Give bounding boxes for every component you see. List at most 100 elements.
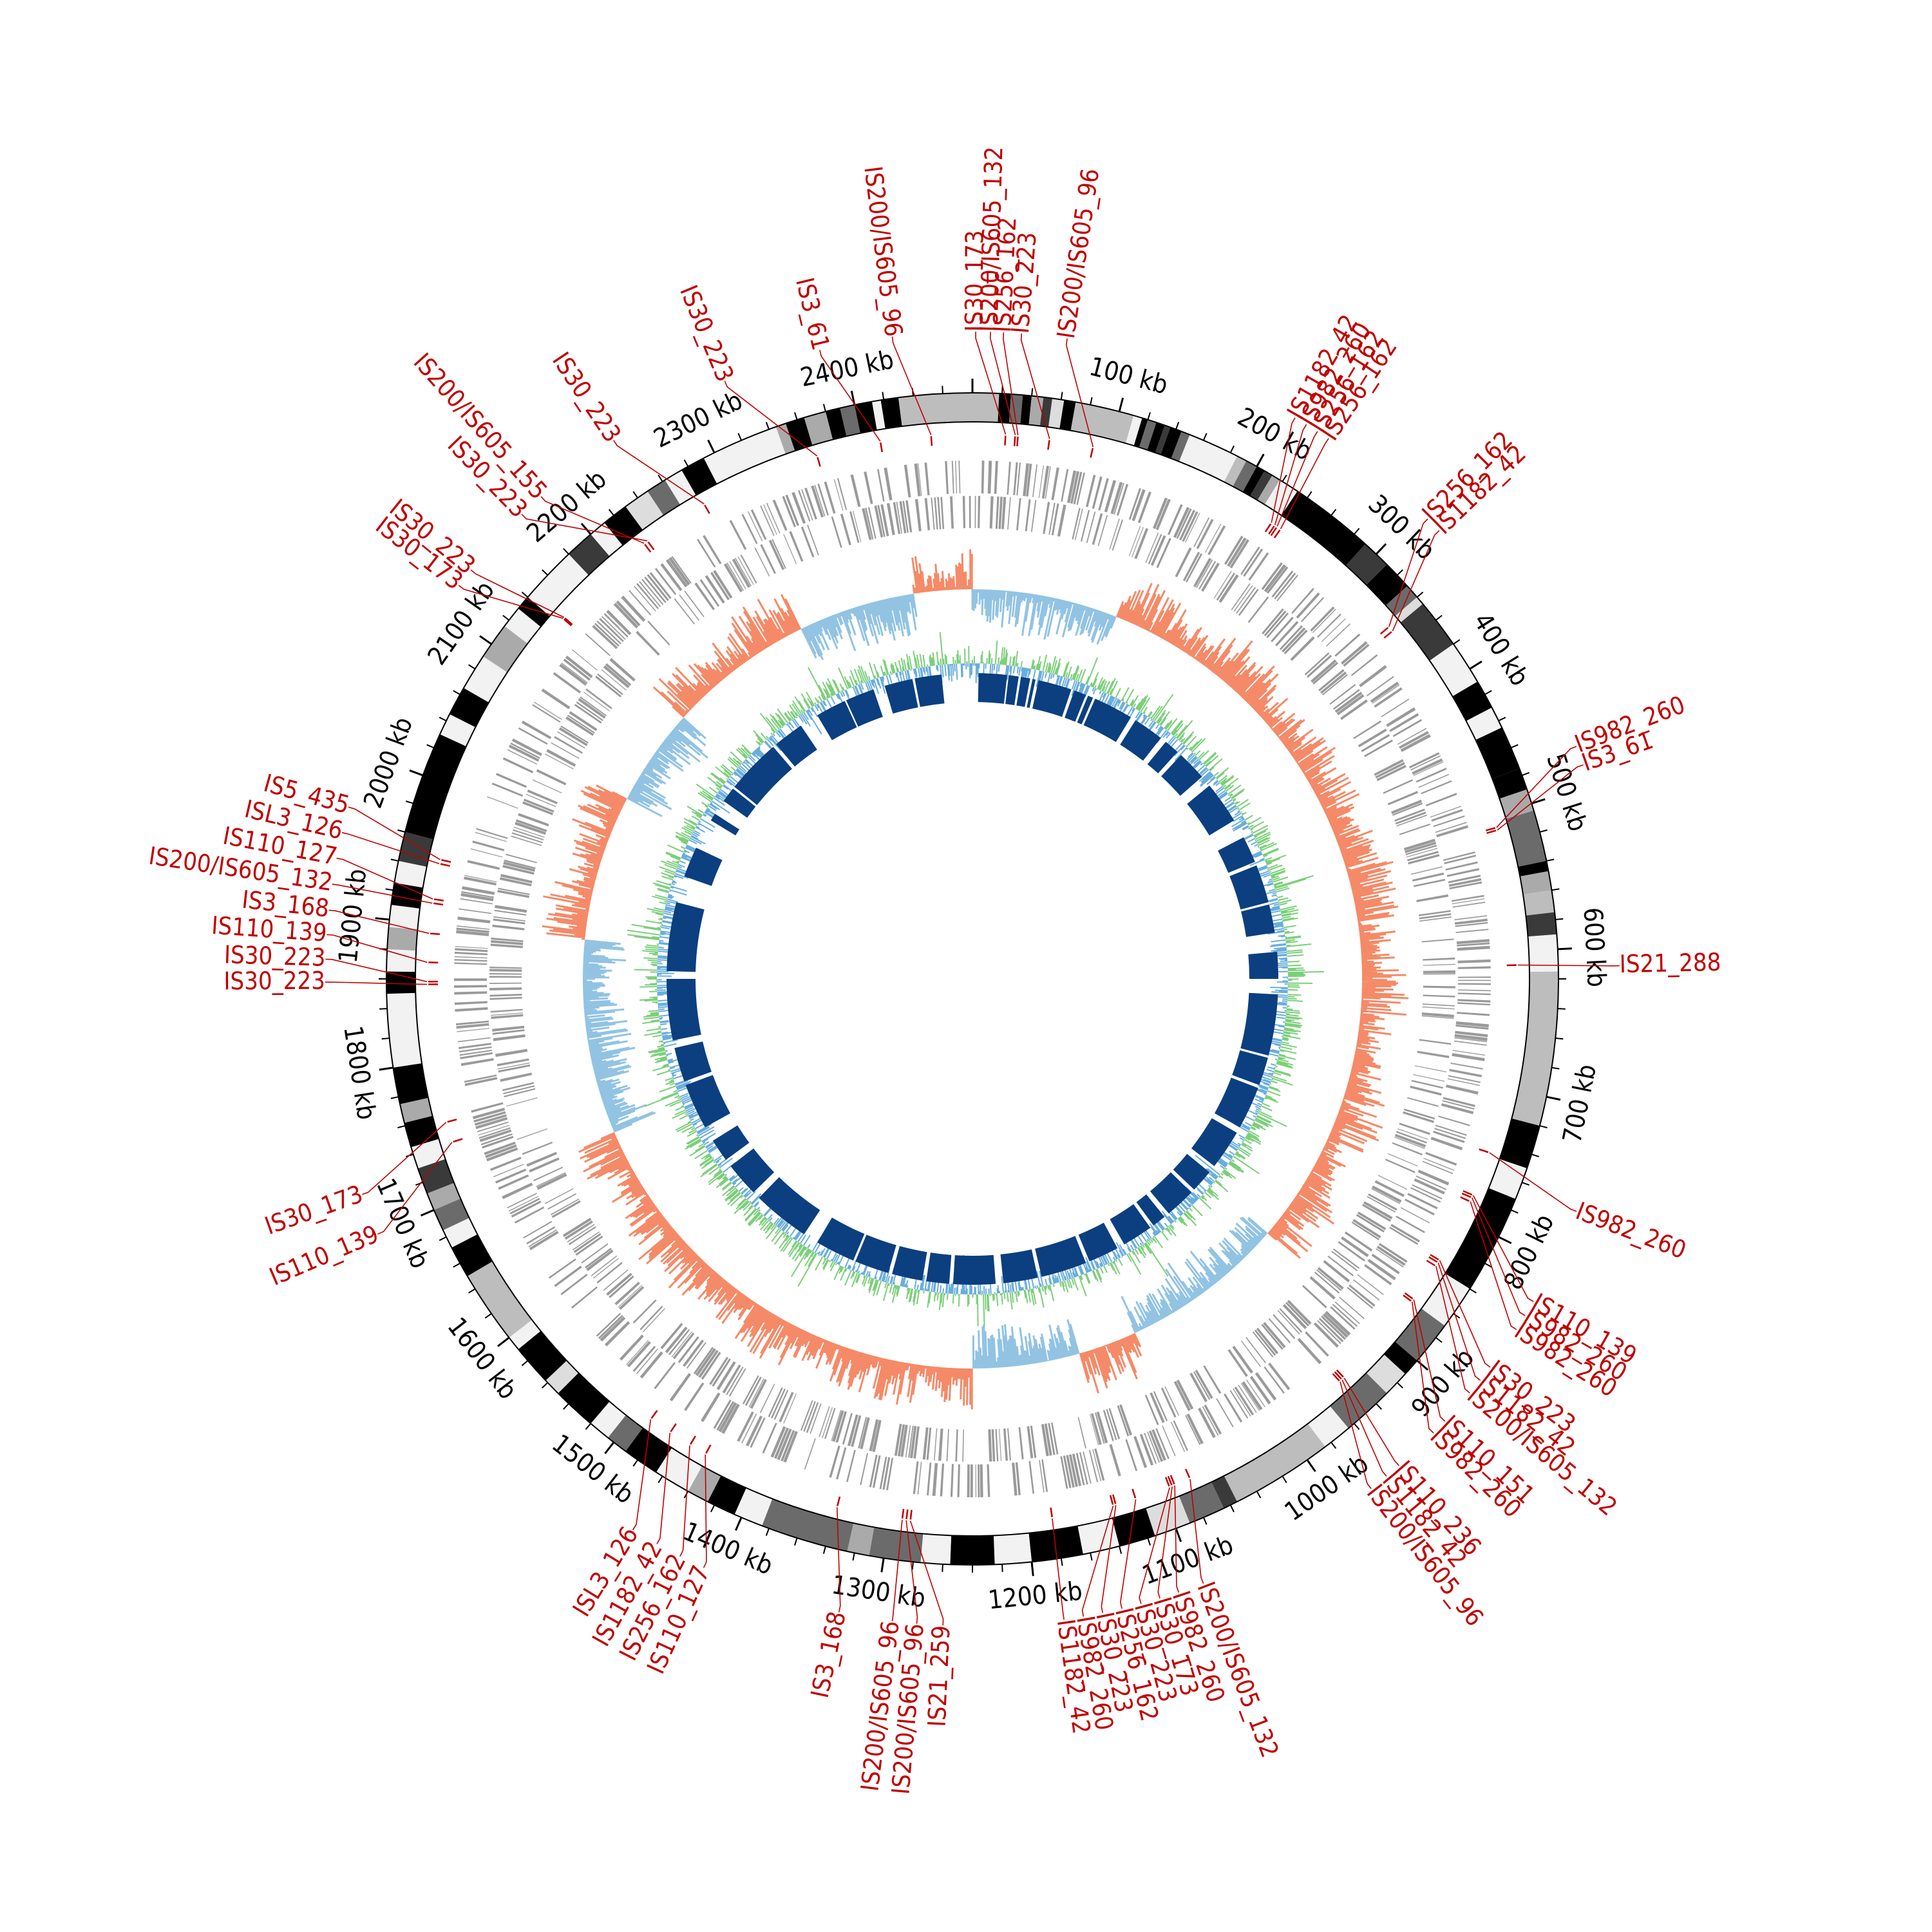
gene-feature — [455, 946, 488, 949]
is-callout-line — [1343, 1378, 1399, 1466]
is-callout-line — [1340, 1381, 1372, 1490]
gene-feature — [639, 581, 661, 607]
gene-feature — [1083, 1451, 1092, 1484]
gene-feature — [1013, 462, 1018, 495]
gene-feature — [804, 1438, 816, 1470]
karyotype-band — [950, 1535, 995, 1565]
gene-feature — [1421, 1012, 1454, 1018]
gene-feature — [1457, 989, 1491, 992]
gene-feature — [1025, 499, 1031, 532]
is-callout-line — [1341, 1379, 1387, 1477]
karyotype-band — [1242, 466, 1265, 497]
gene-feature — [1090, 1413, 1102, 1445]
gene-feature — [800, 526, 815, 558]
gene-feature — [1109, 1444, 1121, 1477]
gene-feature — [814, 484, 826, 516]
gene-feature — [1279, 1308, 1303, 1333]
gene-feature — [489, 987, 522, 990]
gene-feature — [1224, 535, 1244, 565]
minor-tick — [1282, 1475, 1287, 1483]
is-callout-line — [1435, 1266, 1470, 1394]
conserved-block — [776, 725, 817, 767]
gene-feature — [763, 504, 777, 535]
gene-feature — [981, 460, 985, 494]
gene-feature — [603, 665, 630, 688]
is-callout-line — [1274, 424, 1307, 526]
gene-feature — [455, 948, 488, 952]
gene-feature — [1173, 1381, 1191, 1411]
gene-feature — [1109, 518, 1120, 550]
gene-feature — [547, 1193, 577, 1210]
minor-tick — [1175, 422, 1180, 430]
gene-feature — [472, 1108, 506, 1119]
gene-feature — [1041, 1459, 1048, 1492]
gene-feature — [1128, 488, 1141, 520]
conserved-block — [1218, 837, 1255, 873]
gene-feature — [1454, 915, 1488, 920]
gene-feature — [1147, 1432, 1160, 1463]
conserved-block — [1136, 1194, 1165, 1226]
is-callout-line — [362, 1122, 447, 1195]
gene-feature — [1370, 681, 1399, 703]
gene-feature — [744, 1376, 762, 1406]
gene-feature — [467, 860, 500, 870]
gene-feature — [1425, 793, 1457, 807]
gene-feature — [955, 460, 958, 494]
gene-feature — [1103, 1410, 1114, 1441]
is-element-mark — [1336, 1369, 1344, 1378]
gene-feature — [516, 1128, 548, 1141]
is-element-label: IS3_168 — [806, 1609, 851, 1700]
gene-feature — [852, 511, 862, 542]
gene-feature — [1339, 1296, 1365, 1320]
gene-feature — [668, 1329, 690, 1356]
gene-feature — [1218, 574, 1239, 603]
gene-feature — [498, 1062, 530, 1070]
karyotype-band — [388, 905, 420, 930]
gene-feature — [836, 1447, 847, 1480]
gene-feature — [460, 898, 493, 905]
gene-feature — [558, 727, 588, 746]
gene-feature — [601, 669, 627, 691]
gene-feature — [456, 1020, 489, 1026]
gene-feature — [1405, 842, 1437, 853]
gene-feature — [1171, 1421, 1186, 1452]
gene-feature — [1144, 1394, 1159, 1425]
karyotype-band — [847, 1523, 875, 1556]
is-callout-line — [332, 884, 433, 904]
gene-feature — [1457, 959, 1491, 963]
is-element-label: IS30_223 — [223, 967, 325, 996]
gene-feature — [726, 562, 744, 591]
gene-feature — [1394, 1137, 1425, 1149]
gene-feature — [455, 1007, 488, 1012]
gene-feature — [1403, 1108, 1435, 1120]
karyotype-band — [391, 882, 423, 909]
gene-feature — [1448, 875, 1481, 884]
karyotype-band — [404, 1115, 439, 1148]
gene-feature — [508, 1196, 539, 1212]
minor-tick — [1546, 858, 1555, 862]
is-element-mark — [1479, 1148, 1489, 1153]
scale-label: 2000 kb — [358, 713, 419, 812]
gene-feature — [526, 793, 556, 808]
conserved-block — [710, 813, 739, 836]
gene-feature — [817, 484, 829, 516]
gene-feature — [568, 1226, 596, 1245]
is-callout-line — [989, 332, 1016, 435]
gene-feature — [1175, 547, 1192, 578]
gene-feature — [872, 1419, 882, 1452]
gene-feature — [1162, 1425, 1176, 1457]
gene-feature — [999, 1428, 1002, 1461]
minor-tick — [683, 459, 689, 467]
is-callout-line — [1496, 746, 1577, 828]
gene-feature — [824, 1408, 836, 1439]
karyotype-band — [1077, 1518, 1120, 1555]
is-element-label: IS200/IS605_96 — [1052, 167, 1104, 341]
gene-feature — [1452, 1050, 1486, 1056]
gene-feature — [1302, 1285, 1327, 1309]
karyotype-band — [1520, 871, 1552, 895]
gene-feature — [1275, 621, 1299, 647]
gene-feature — [1343, 643, 1370, 667]
gene-feature — [533, 1166, 564, 1182]
minor-tick — [1484, 690, 1492, 696]
gene-feature — [1245, 1336, 1266, 1363]
